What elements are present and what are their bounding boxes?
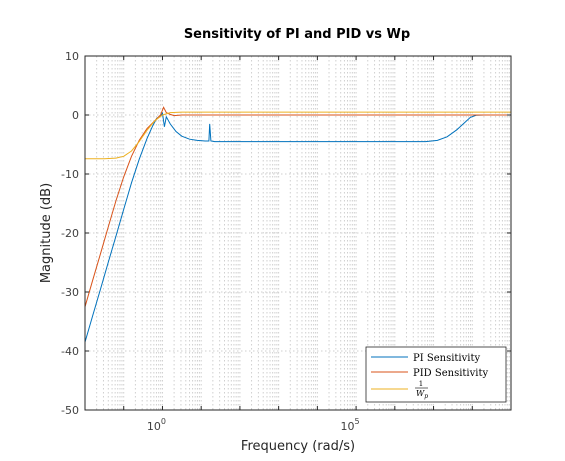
series-inverse-wp — [85, 111, 511, 160]
y-tick-label: -40 — [61, 345, 79, 358]
legend: PI Sensitivity PID Sensitivity 1 Wp — [365, 346, 507, 403]
y-tick-label: 0 — [72, 109, 79, 122]
legend-wp-numerator: 1 — [419, 380, 423, 388]
y-tick-label: -10 — [61, 168, 79, 181]
legend-label-wp: 1 Wp — [415, 380, 428, 400]
y-tick-label: -20 — [61, 227, 79, 240]
legend-wp-denominator: Wp — [416, 389, 428, 400]
chart-title: Sensitivity of PI and PID vs Wp — [184, 27, 410, 42]
y-tick-label: 10 — [65, 50, 79, 63]
grid-lines — [85, 56, 511, 410]
x-tick-label: 100 — [147, 417, 166, 433]
y-axis-ticks: 10 0 -10 -20 -30 -40 -50 — [61, 50, 511, 417]
x-axis-ticks: 100 105 — [84, 56, 512, 433]
y-tick-label: -50 — [61, 404, 79, 417]
series-pid-sensitivity — [84, 106, 511, 307]
x-axis-label: Frequency (rad/s) — [241, 439, 355, 454]
y-axis-label: Magnitude (dB) — [39, 183, 54, 283]
y-tick-label: -30 — [61, 286, 79, 299]
x-tick-label: 105 — [341, 417, 360, 433]
legend-box — [365, 346, 507, 403]
legend-label-pid: PID Sensitivity — [413, 368, 488, 379]
series-group — [84, 106, 511, 343]
legend-label-pi: PI Sensitivity — [413, 353, 480, 364]
series-pi-sensitivity — [84, 112, 511, 343]
